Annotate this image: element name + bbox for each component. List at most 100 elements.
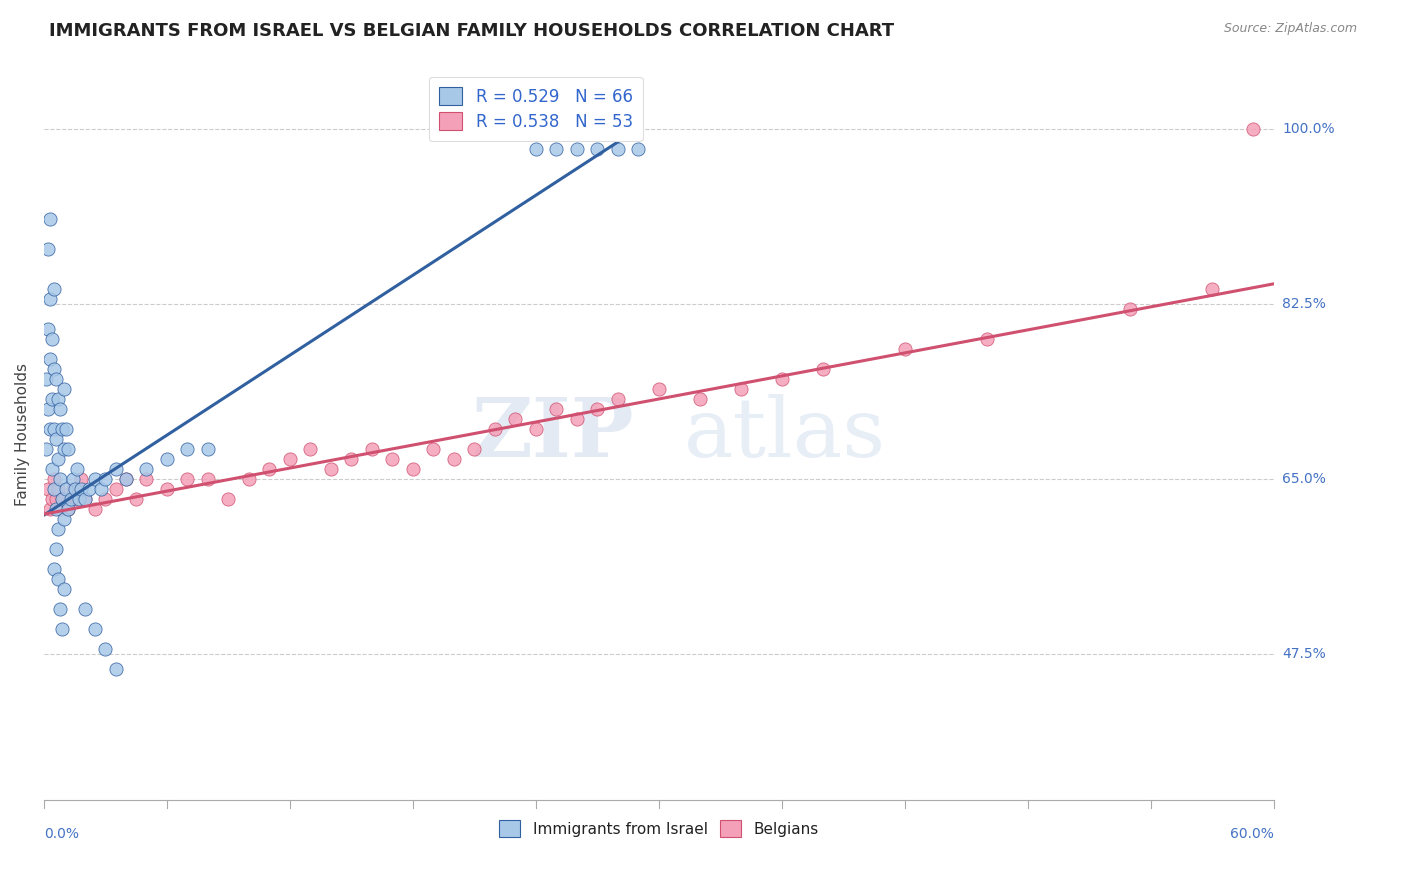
Point [197,442,219,456]
Point [39,422,62,436]
Point [37,322,59,336]
Point [1201,282,1223,296]
Point [94,642,117,657]
Point [115,472,138,486]
Text: IMMIGRANTS FROM ISRAEL VS BELGIAN FAMILY HOUSEHOLDS CORRELATION CHART: IMMIGRANTS FROM ISRAEL VS BELGIAN FAMILY… [49,22,894,40]
Point [73,492,96,507]
Point [51,492,73,507]
Point [39,292,62,306]
Point [53,382,76,396]
Point [39,211,62,226]
Point [104,462,127,476]
Point [37,482,59,496]
Point [586,142,609,156]
Point [37,242,59,256]
Text: 47.5%: 47.5% [1282,648,1326,661]
Point [46,392,69,406]
Point [46,522,69,536]
Point [606,392,628,406]
Point [156,482,179,496]
Point [360,442,382,456]
Point [176,442,198,456]
Point [45,372,67,386]
Point [51,422,73,436]
Text: 0.0%: 0.0% [44,827,79,841]
Point [546,402,568,417]
Point [278,452,301,467]
Point [565,142,588,156]
Point [59,492,82,507]
Text: ZIP: ZIP [471,394,634,474]
Text: 82.5%: 82.5% [1282,297,1326,310]
Point [484,422,506,436]
Point [505,412,527,426]
Point [44,482,66,496]
Point [340,452,363,467]
Point [319,462,342,476]
Point [176,472,198,486]
Point [41,332,63,346]
Text: 60.0%: 60.0% [1230,827,1274,841]
Point [443,452,465,467]
Point [41,492,63,507]
Point [894,342,917,356]
Point [53,512,76,526]
Point [299,442,322,456]
Point [46,452,69,467]
Point [53,492,76,507]
Point [55,422,77,436]
Point [35,442,58,456]
Point [104,482,127,496]
Point [44,362,66,376]
Point [84,502,107,516]
Point [49,502,72,516]
Point [73,602,96,616]
Point [55,482,77,496]
Point [606,142,628,156]
Point [66,462,89,476]
Point [77,482,100,496]
Point [46,572,69,586]
Point [51,622,73,636]
Point [39,351,62,366]
Point [463,442,485,456]
Point [1241,121,1264,136]
Point [422,442,444,456]
Point [94,472,117,486]
Y-axis label: Family Households: Family Households [15,362,30,506]
Point [546,142,568,156]
Point [381,452,404,467]
Point [217,492,239,507]
Text: 100.0%: 100.0% [1282,121,1334,136]
Point [49,472,72,486]
Legend: Immigrants from Israel, Belgians: Immigrants from Israel, Belgians [494,814,825,843]
Point [44,422,66,436]
Point [35,372,58,386]
Point [53,442,76,456]
Point [45,432,67,446]
Point [135,472,157,486]
Point [259,462,281,476]
Point [44,282,66,296]
Point [69,472,91,486]
Point [689,392,711,406]
Point [39,502,62,516]
Text: 65.0%: 65.0% [1282,472,1326,486]
Point [44,472,66,486]
Point [524,142,547,156]
Point [58,502,80,516]
Point [84,622,107,636]
Point [45,542,67,557]
Point [976,332,998,346]
Text: Source: ZipAtlas.com: Source: ZipAtlas.com [1223,22,1357,36]
Text: atlas: atlas [683,394,886,474]
Point [67,492,90,507]
Point [41,462,63,476]
Point [63,482,86,496]
Point [197,472,219,486]
Point [53,582,76,597]
Point [811,362,834,376]
Point [135,462,157,476]
Point [238,472,260,486]
Point [524,422,547,436]
